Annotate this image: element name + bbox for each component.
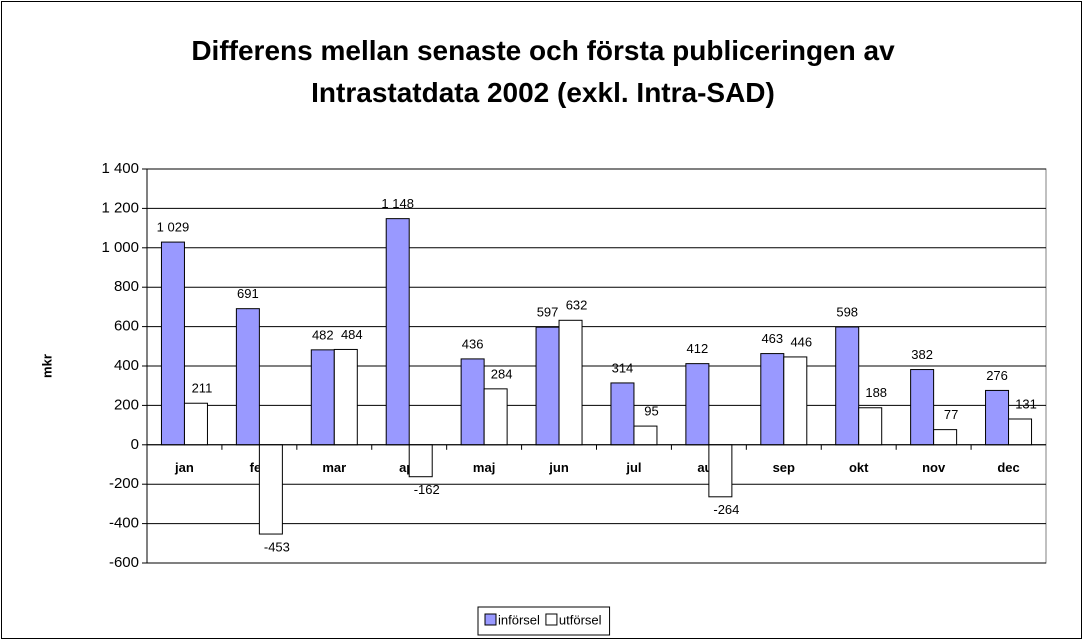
bar [633,425,658,446]
bar [408,444,433,478]
bar [535,326,560,446]
data-label: 598 [836,304,858,319]
data-label: 1 148 [381,196,414,211]
x-tick-label: nov [922,460,946,475]
y-tick-label: 600 [114,318,139,335]
bar [258,444,283,535]
bar [310,349,335,446]
bar [858,407,883,446]
data-label: 95 [644,404,658,419]
bar [385,218,410,446]
bar [708,444,733,498]
data-label: 412 [687,341,709,356]
legend [477,606,611,636]
data-label: 188 [865,385,887,400]
y-tick-label: 400 [114,357,139,374]
y-tick-label: 200 [114,396,139,413]
bar [483,388,508,446]
data-label: 1 029 [157,220,190,235]
bar [610,382,635,446]
bar [985,389,1010,446]
bar [783,356,808,446]
data-label: 382 [911,347,933,362]
y-tick-label: 1 000 [101,239,139,256]
data-label: -453 [264,539,290,554]
x-tick-label: mar [322,460,346,475]
y-tick-label: -600 [109,554,139,571]
data-label: 276 [986,368,1008,383]
data-label: 463 [761,331,783,346]
bar [558,319,583,446]
bar [760,353,785,446]
data-label: -264 [713,502,739,517]
y-tick-label: 800 [114,278,139,295]
legend-swatch [484,613,497,626]
bar [235,308,260,446]
y-axis-label: mkr [39,354,54,378]
data-label: 484 [341,327,363,342]
data-label: 284 [491,366,513,381]
data-label: 597 [537,305,559,320]
y-tick-label: 0 [131,436,139,453]
x-tick-label: okt [849,460,869,475]
data-label: -162 [414,482,440,497]
x-tick-label: dec [997,460,1019,475]
y-tick-label: 1 200 [101,199,139,216]
x-tick-label: jun [548,460,569,475]
bar [160,241,185,446]
bar [460,358,485,446]
bar [835,326,860,446]
data-label: 632 [566,298,588,313]
legend-label: utförsel [559,612,602,627]
legend-label: införsel [498,612,540,627]
bar [183,402,208,446]
bar [1008,418,1033,446]
data-label: 691 [237,286,259,301]
bar [685,363,710,446]
legend-swatch [545,613,558,626]
bar [910,369,935,446]
x-tick-label: jan [174,460,194,475]
data-label: 77 [944,407,958,422]
chart-title: Differens mellan senaste och första publ… [191,35,895,108]
bar [333,348,358,446]
y-tick-label: -400 [109,515,139,532]
y-tick-label: -200 [109,475,139,492]
data-label: 314 [612,360,634,375]
data-label: 482 [312,327,334,342]
x-tick-label: sep [773,460,795,475]
x-tick-label: jul [625,460,641,475]
y-tick-label: 1 400 [101,160,139,177]
data-label: 446 [790,334,812,349]
x-tick-label: maj [473,460,495,475]
data-label: 211 [192,381,213,396]
data-label: 131 [1015,396,1037,411]
bar [933,429,958,446]
data-label: 436 [462,336,484,351]
